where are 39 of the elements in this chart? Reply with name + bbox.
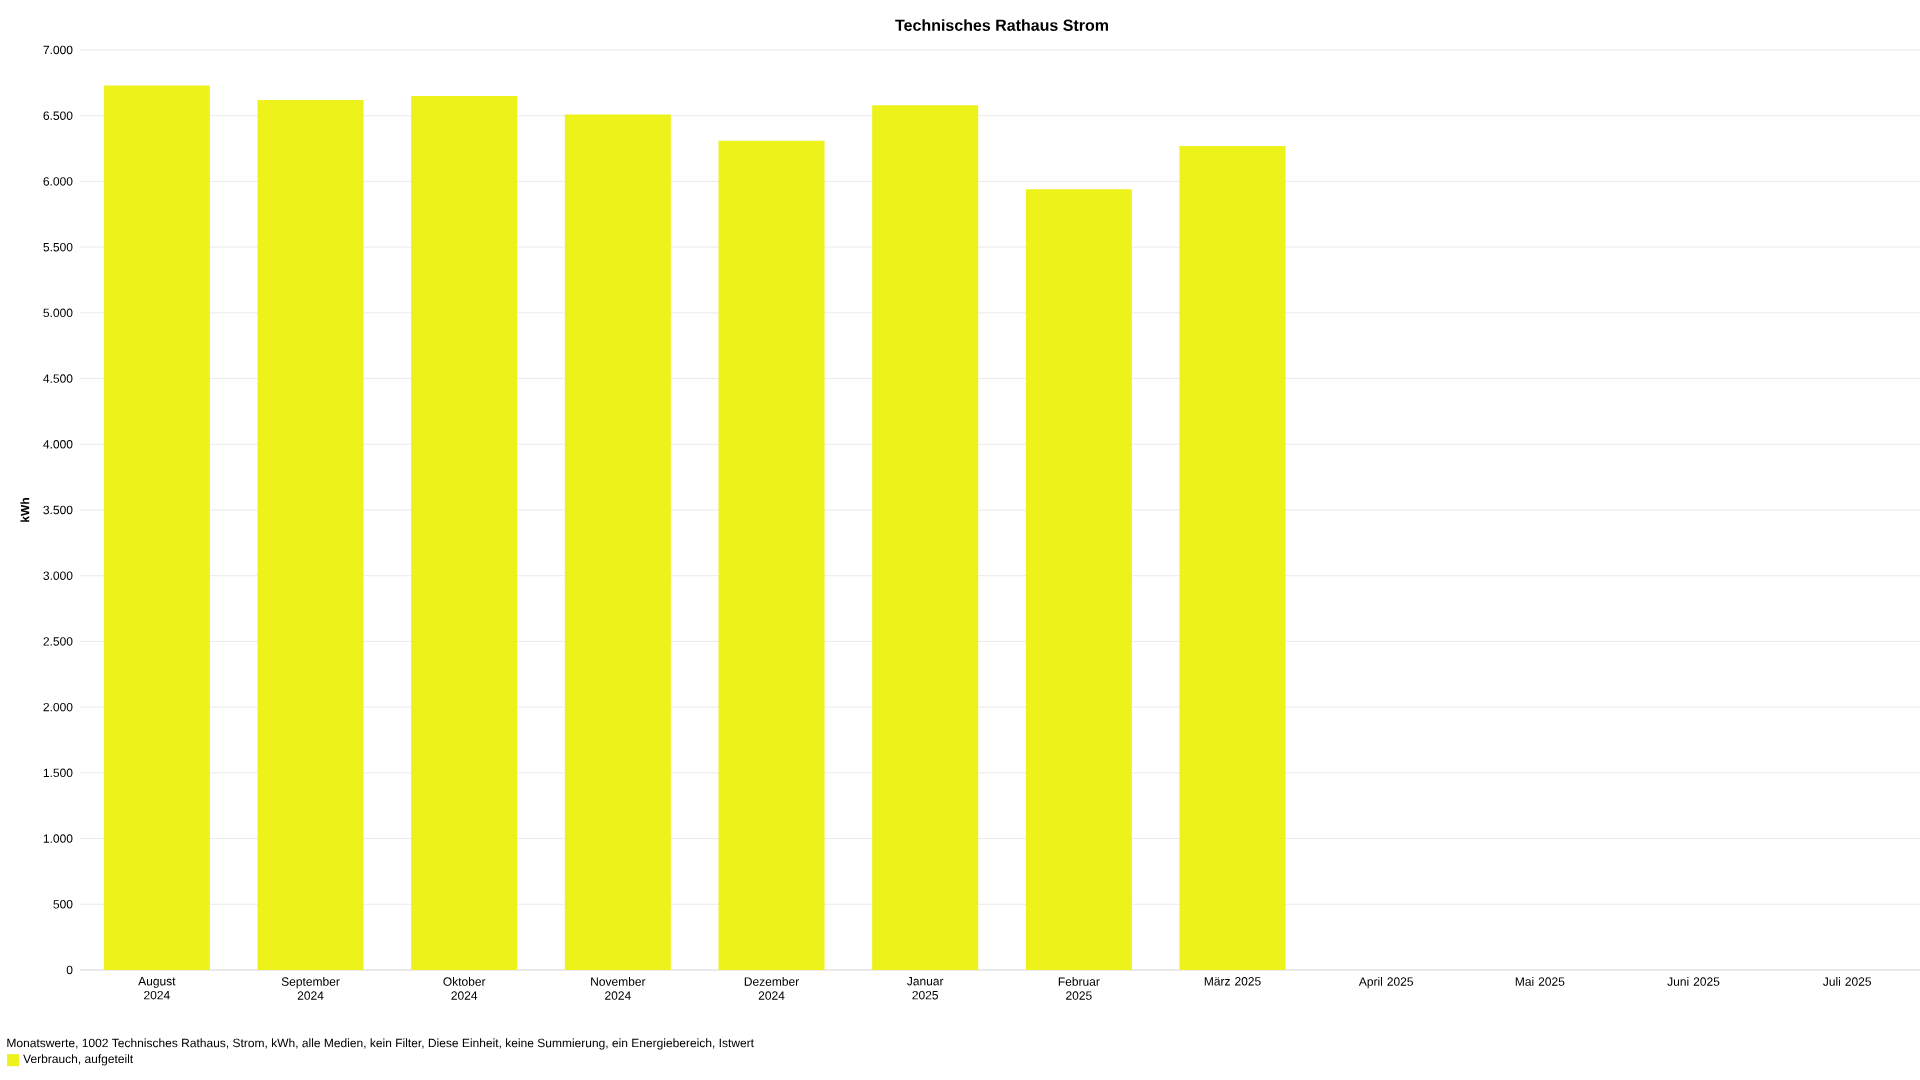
- y-tick-label: 500: [53, 900, 73, 909]
- bar: [872, 105, 979, 970]
- y-tick-label: 1.500: [43, 768, 73, 778]
- x-tick-label: Juli 2025: [1823, 977, 1872, 986]
- y-tick-label: 6.500: [43, 111, 73, 120]
- x-tick-label: Dezember 2024: [744, 977, 799, 1000]
- y-tick-label: 2.000: [43, 702, 73, 712]
- y-tick-label: 2.500: [43, 637, 73, 646]
- bar: [411, 95, 518, 970]
- legend-label: Verbrauch, aufgeteilt: [23, 1054, 134, 1066]
- x-tick-label: Mai 2025: [1515, 977, 1565, 986]
- y-tick-label: 7.000: [43, 45, 73, 55]
- chart-title: Technisches Rathaus Strom: [895, 19, 1108, 31]
- x-tick-label: März 2025: [1204, 977, 1261, 986]
- y-tick-label: 5.500: [43, 242, 73, 252]
- y-tick-label: 1.000: [43, 834, 73, 843]
- x-tick-label: Juni 2025: [1667, 977, 1720, 986]
- x-tick-label: Januar 2025: [907, 977, 944, 1000]
- x-tick-label: Februar 2025: [1058, 977, 1100, 1000]
- y-tick-label: 0: [66, 965, 73, 975]
- x-tick-label: Oktober 2024: [443, 977, 486, 1000]
- y-tick-label: 6.000: [43, 177, 73, 186]
- text: Monatswerte, 1002 Technisches Rathaus, Strom, kWh, alle Medien, kein Filter, Diese Einheit, keine Summierung, ein Energiebereich, Istwert: [7, 1038, 754, 1050]
- y-tick-label: 5.000: [43, 308, 73, 318]
- x-tick-label: November 2024: [591, 977, 646, 1000]
- bar: [1025, 189, 1132, 970]
- bar: [257, 99, 364, 970]
- x-tick-label: April 2025: [1358, 977, 1414, 989]
- y-axis-title: kWh: [20, 498, 30, 522]
- bar: [1179, 145, 1286, 970]
- x-tick-label: September 2024: [281, 977, 340, 1000]
- y-tick-label: 4.500: [43, 374, 73, 383]
- y-tick-label: 4.000: [43, 440, 73, 449]
- bar: [718, 140, 825, 970]
- bar: [564, 114, 671, 970]
- x-tick-label: August 2024: [138, 977, 176, 1000]
- bar: [103, 85, 210, 970]
- y-tick-label: 3.000: [43, 571, 73, 580]
- y-tick-label: 3.500: [43, 505, 73, 515]
